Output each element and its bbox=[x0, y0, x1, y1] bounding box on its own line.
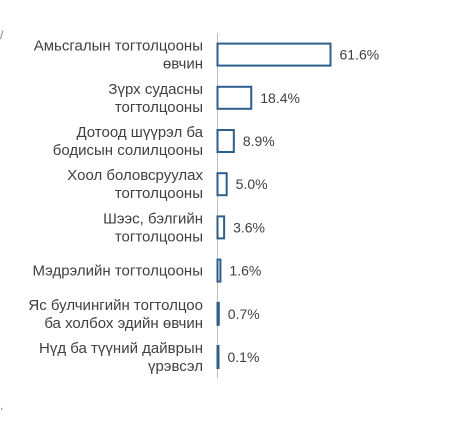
category-label-2-line-2: тогтолцооны bbox=[115, 99, 203, 116]
bar-8 bbox=[216, 345, 220, 369]
category-label-7-line-1: Яс булчингийн тогтолцоо bbox=[28, 297, 203, 314]
category-label-5-line-1: Шээс, бэлгийн bbox=[103, 210, 203, 227]
bar-6 bbox=[216, 258, 222, 283]
category-label-6-line-1: Мэдрэлийн тогтолцооны bbox=[32, 263, 203, 280]
value-label-1: 61.6% bbox=[340, 47, 380, 63]
value-label-4: 5.0% bbox=[236, 176, 268, 192]
value-label-7: 0.7% bbox=[228, 306, 260, 322]
bar-4 bbox=[216, 172, 228, 197]
category-label-1-line-1: Амьсгалын тогтолцооны bbox=[34, 38, 203, 55]
left-edge-mark-top: / bbox=[0, 28, 4, 42]
category-label-7-line-2: ба холбох эдийн өвчин bbox=[44, 315, 203, 332]
value-label-6: 1.6% bbox=[229, 263, 261, 279]
category-label-3-line-1: Дотоод шүүрэл ба bbox=[76, 124, 203, 141]
bar-2 bbox=[216, 85, 253, 110]
value-label-5: 3.6% bbox=[233, 219, 265, 235]
category-label-4-line-1: Хоол боловсруулах bbox=[67, 167, 203, 184]
value-label-2: 18.4% bbox=[260, 90, 300, 106]
category-label-5-line-2: тогтолцооны bbox=[115, 228, 203, 245]
value-label-8: 0.1% bbox=[228, 349, 260, 365]
bar-7 bbox=[216, 301, 220, 326]
category-label-2-line-1: Зүрх судасны bbox=[108, 81, 203, 98]
category-label-8-line-1: Нүд ба түүний дайврын bbox=[39, 340, 203, 357]
category-label-1-line-2: өвчин bbox=[163, 56, 203, 73]
category-label-4-line-2: тогтолцооны bbox=[115, 185, 203, 202]
category-label-3-line-2: бодисын солилцооны bbox=[53, 142, 203, 159]
bar-3 bbox=[216, 129, 235, 153]
bar-1 bbox=[216, 42, 332, 67]
bar-5 bbox=[216, 215, 226, 240]
category-label-8-line-2: үрэвсэл bbox=[148, 358, 203, 375]
value-label-3: 8.9% bbox=[243, 133, 275, 149]
left-edge-mark-bottom: , bbox=[0, 398, 4, 412]
